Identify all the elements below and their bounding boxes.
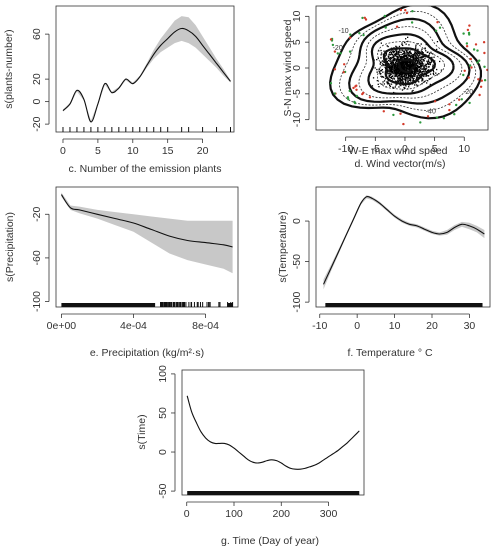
c-xtick-label: 5 <box>95 145 101 157</box>
e-xtick-label: 8e-04 <box>192 320 219 332</box>
c-xtick-label: 0 <box>60 145 66 157</box>
d-xtick-label: 5 <box>432 143 438 155</box>
g-ytick-label: 100 <box>157 365 169 383</box>
e-ytick-label: -100 <box>31 291 43 312</box>
f-xtick-label: 30 <box>464 320 476 332</box>
panel-e-caption: e. Precipitation (kg/m²·s) <box>90 347 204 359</box>
f-xtick-label: 0 <box>354 320 360 332</box>
c-confidence-band <box>63 16 231 124</box>
panel-d-contour-label: -10 <box>339 28 349 35</box>
g-smooth-curve <box>186 395 360 470</box>
e-rug-dense <box>227 303 233 307</box>
f-xtick-label: 10 <box>389 320 401 332</box>
d-ytick-label: 10 <box>291 10 303 22</box>
d-ytick-label: -10 <box>291 112 303 127</box>
panel-c-frame <box>55 5 235 133</box>
panel-d-contour-label: -40 <box>426 108 436 115</box>
d-ytick-label: 0 <box>291 65 303 71</box>
e-rug-dense <box>61 303 156 307</box>
c-ytick-label: -20 <box>31 116 43 131</box>
d-xtick-label: 10 <box>458 143 470 155</box>
panel-e-x-axis: 0e+00 4e-04 8e-04 <box>47 313 219 332</box>
e-xtick-label: 4e-04 <box>120 320 147 332</box>
panel-f-frame <box>315 186 491 308</box>
g-xtick-label: 200 <box>273 508 291 520</box>
c-ytick-label: 20 <box>31 73 43 85</box>
panel-g: 0 100 200 300 -50 0 50 100 s(Time) g. Time (Da… <box>136 365 365 547</box>
panel-g-frame <box>181 369 365 496</box>
d-ytick-label: 5 <box>291 39 303 45</box>
panel-d-contours <box>328 6 482 120</box>
panel-e-ylabel: s(Precipitation) <box>4 212 16 282</box>
panel-d-colored-points <box>329 8 488 126</box>
panel-d-y-axis: -10 -5 0 5 10 <box>291 10 310 127</box>
panel-e: 0e+00 4e-04 8e-04 -100 -60 -20 s(Precipitati… <box>4 186 239 359</box>
panel-f-x-axis: -10 0 10 20 30 <box>312 313 476 332</box>
panel-d-contour-label: -20 <box>333 45 343 52</box>
panel-d-caption: d. Wind vector(m/s) <box>354 158 445 170</box>
f-ytick-label: -50 <box>291 254 303 269</box>
g-xtick-label: 0 <box>184 508 190 520</box>
panel-f: -10 0 10 20 30 -100-500 s(Temperature) f. Te… <box>277 186 491 359</box>
panel-c-ylabel: s(plants-number) <box>3 29 15 108</box>
d-xtick-label: -5 <box>371 143 380 155</box>
c-ytick-label: 0 <box>31 99 43 105</box>
e-ytick-label: -20 <box>31 207 43 222</box>
panel-g-y-axis: -50 0 50 100 <box>157 365 176 499</box>
panel-d-caption-top: W-E max wind speed <box>348 145 447 157</box>
f-xtick-label: -10 <box>312 320 327 332</box>
d-ytick-label: -5 <box>291 89 303 98</box>
panel-d-contour-label: -20 <box>463 89 473 96</box>
e-confidence-band <box>61 192 233 274</box>
panel-f-y-axis: -100 -50 0 <box>291 218 310 313</box>
f-smooth-curve <box>322 195 485 285</box>
panel-c-caption: c. Number of the emission plants <box>69 163 222 175</box>
panel-f-ylabel: s(Temperature) <box>277 211 289 282</box>
panel-d-ylabel: S-N max wind speed <box>282 19 294 116</box>
c-ytick-label: 60 <box>31 28 43 40</box>
panel-c-y-axis: -20 0 20 60 <box>31 28 50 132</box>
g-ytick-label: 50 <box>157 407 169 419</box>
d-xtick-label: -10 <box>338 143 353 155</box>
g-rug-dense <box>187 491 360 495</box>
f-confidence-band <box>323 195 485 290</box>
d-xtick-label: 0 <box>402 143 408 155</box>
panel-g-caption: g. Time (Day of year) <box>221 535 319 547</box>
e-xtick-label: 0e+00 <box>47 320 77 332</box>
f-xtick-label: 20 <box>426 320 438 332</box>
panel-g-ylabel: s(Time) <box>136 414 148 449</box>
panel-f-caption: f. Temperature ° C <box>347 347 433 359</box>
e-ytick-label: -60 <box>31 250 43 265</box>
g-ytick-label: -50 <box>157 483 169 498</box>
panel-e-y-axis: -100 -60 -20 <box>31 207 50 312</box>
c-smooth-curve <box>62 27 231 123</box>
f-rug-dense <box>325 303 483 307</box>
panel-c: 0 5 10 15 20 -20 0 20 60 s(plants-number) c. Nu… <box>3 5 235 175</box>
g-xtick-label: 100 <box>225 508 243 520</box>
panel-c-x-axis: 0 5 10 15 20 <box>60 138 209 157</box>
e-smooth-curve <box>60 194 233 248</box>
f-ytick-label: -100 <box>291 291 303 312</box>
c-xtick-label: 10 <box>127 145 139 157</box>
c-xtick-label: 15 <box>162 145 174 157</box>
c-xtick-label: 20 <box>197 145 209 157</box>
panel-d-x-axis: -10 -5 0 5 10 <box>338 136 470 155</box>
panel-d-frame <box>315 5 489 131</box>
g-xtick-label: 300 <box>320 508 338 520</box>
g-ytick-label: 0 <box>157 449 169 455</box>
panel-g-x-axis: 0 100 200 300 <box>184 501 338 520</box>
panel-d: -20 -10 -20 -40 -10 -5 0 5 10 -10 -5 0 5 10 S-N max… <box>282 5 489 170</box>
f-ytick-label: 0 <box>291 218 303 224</box>
